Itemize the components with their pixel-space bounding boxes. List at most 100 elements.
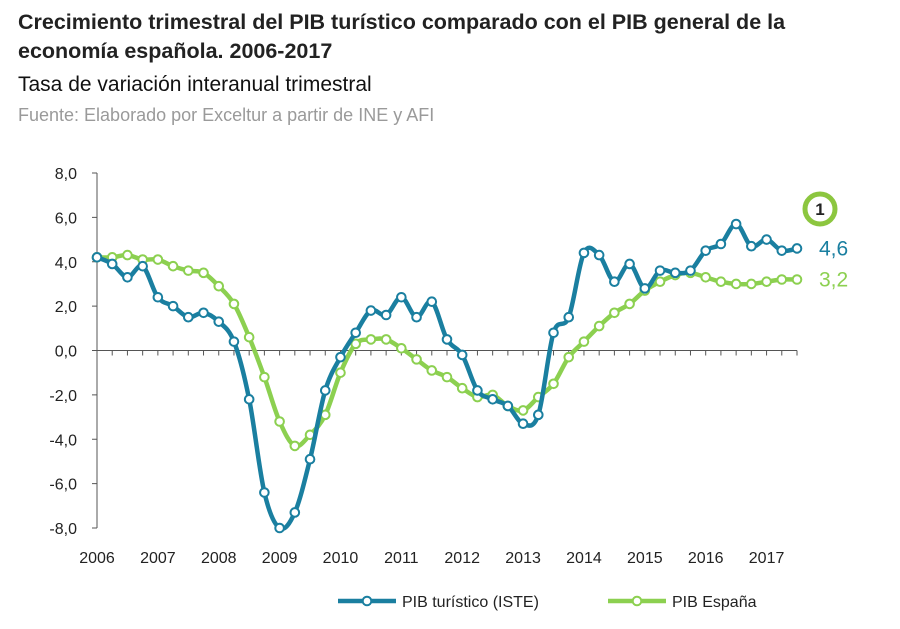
x-tick-label: 2012 xyxy=(444,550,480,567)
legend: PIB turístico (ISTE) PIB España xyxy=(338,594,757,611)
x-tick-label: 2016 xyxy=(688,550,724,567)
data-point xyxy=(578,336,590,347)
data-point xyxy=(396,342,407,354)
y-tick-label: 2,0 xyxy=(55,299,77,316)
data-point xyxy=(319,385,331,396)
legend-label: PIB España xyxy=(672,594,757,611)
legend-label: PIB turístico (ISTE) xyxy=(402,594,539,611)
chart-title: Crecimiento trimestral del PIB turístico… xyxy=(18,10,786,63)
data-point xyxy=(715,276,727,288)
data-point xyxy=(441,334,453,345)
data-point xyxy=(274,416,285,427)
data-point xyxy=(304,453,316,465)
data-point xyxy=(441,371,453,383)
data-point xyxy=(669,267,681,279)
data-point xyxy=(289,507,301,518)
data-point xyxy=(548,327,559,339)
end-labels-group: 3,24,6 xyxy=(819,237,848,291)
data-point xyxy=(654,265,666,276)
data-point xyxy=(335,367,346,378)
data-point xyxy=(122,271,133,283)
data-point xyxy=(228,336,240,347)
y-tick-label: -8,0 xyxy=(49,521,77,538)
data-point xyxy=(380,334,392,345)
data-point xyxy=(152,254,164,265)
data-point xyxy=(198,267,209,279)
y-tick-label: -4,0 xyxy=(49,432,77,449)
x-axis-group: 2006 2007 2008 2009 2010 2011 2012 2013 2014 2015… xyxy=(79,350,798,567)
data-point xyxy=(335,351,346,363)
legend-swatch-marker xyxy=(631,595,643,607)
data-point xyxy=(426,365,438,376)
data-point xyxy=(167,300,179,312)
data-point xyxy=(365,305,377,316)
series-end-label: 4,6 xyxy=(819,237,848,260)
data-point xyxy=(730,278,742,290)
data-point xyxy=(289,440,301,452)
data-point xyxy=(746,278,757,290)
data-point xyxy=(487,394,498,405)
data-point xyxy=(228,298,240,310)
data-point xyxy=(183,311,194,323)
badge: 1 xyxy=(802,191,838,227)
data-point xyxy=(243,331,255,343)
data-point xyxy=(654,276,666,288)
data-point xyxy=(183,265,194,276)
data-point xyxy=(791,274,803,285)
data-point xyxy=(243,394,255,405)
y-tick-label: 4,0 xyxy=(55,255,77,272)
x-tick-label: 2015 xyxy=(627,550,663,567)
data-point xyxy=(380,309,392,321)
data-point xyxy=(715,238,727,250)
x-tick-label: 2011 xyxy=(384,550,419,567)
chart-source: Fuente: Elaborado por Exceltur a partir … xyxy=(18,105,435,125)
x-tick-label: 2006 xyxy=(79,550,115,567)
data-point xyxy=(396,291,407,303)
x-tick-label: 2013 xyxy=(505,550,541,567)
data-point xyxy=(472,385,483,396)
data-point xyxy=(746,240,757,252)
series-group xyxy=(91,218,803,534)
x-tick-label: 2007 xyxy=(140,550,176,567)
data-point xyxy=(776,245,788,256)
data-point xyxy=(730,218,742,230)
data-point xyxy=(563,351,575,363)
data-point xyxy=(593,249,605,261)
data-point xyxy=(700,245,711,256)
data-point xyxy=(106,258,118,270)
data-point xyxy=(259,371,270,383)
data-point xyxy=(517,405,529,416)
data-point xyxy=(609,276,620,288)
y-tick-label: 0,0 xyxy=(55,344,77,361)
data-point xyxy=(776,274,788,285)
y-tick-label: 6,0 xyxy=(55,210,77,227)
x-tick-label: 2008 xyxy=(201,550,237,567)
data-point xyxy=(563,311,575,323)
data-point xyxy=(700,271,711,283)
data-point xyxy=(213,316,225,327)
data-point xyxy=(350,327,361,339)
data-point xyxy=(639,283,651,294)
x-tick-label: 2009 xyxy=(262,550,298,567)
data-point xyxy=(167,260,179,272)
data-point xyxy=(624,258,635,270)
x-tick-label: 2017 xyxy=(749,550,785,567)
data-point xyxy=(365,334,377,345)
data-point xyxy=(213,280,225,292)
data-point xyxy=(91,252,103,263)
data-point xyxy=(761,234,772,245)
data-point xyxy=(152,291,164,303)
data-point xyxy=(122,249,133,261)
data-point xyxy=(517,418,529,430)
data-point xyxy=(791,243,803,254)
x-tick-label: 2010 xyxy=(323,550,359,567)
data-point xyxy=(411,311,422,323)
series-pib-turistico xyxy=(91,218,803,534)
y-tick-label: -6,0 xyxy=(49,477,77,494)
data-point xyxy=(350,338,361,350)
y-tick-label: -2,0 xyxy=(49,388,77,405)
data-point xyxy=(274,522,285,534)
data-point xyxy=(456,382,468,394)
data-point xyxy=(624,298,635,310)
